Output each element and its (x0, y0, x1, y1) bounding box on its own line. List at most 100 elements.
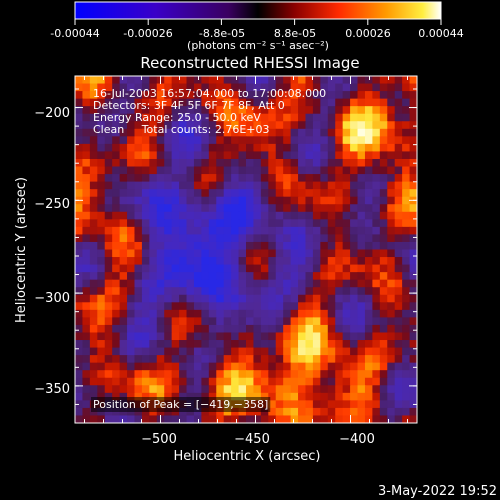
heatmap-cell (379, 76, 388, 85)
heatmap-cell (402, 324, 411, 334)
heatmap-cell (193, 106, 202, 115)
heatmap-cell (246, 347, 255, 356)
heatmap-cell (97, 143, 106, 153)
heatmap-cell (379, 400, 388, 409)
heatmap-cell (364, 272, 373, 281)
heatmap-cell (186, 287, 195, 296)
heatmap-cell (104, 211, 113, 220)
heatmap-cell (82, 415, 91, 423)
heatmap-cell (149, 76, 158, 85)
heatmap-cell (246, 151, 255, 160)
heatmap-cell (141, 355, 150, 364)
heatmap-cell (82, 309, 91, 318)
heatmap-cell (260, 392, 269, 401)
heatmap-cell (335, 355, 344, 364)
heatmap-cell (238, 309, 247, 318)
heatmap-cell (298, 407, 307, 417)
heatmap-cell (134, 136, 143, 145)
heatmap-cell (112, 113, 121, 122)
heatmap-cell (283, 340, 292, 349)
heatmap-cell (246, 76, 255, 85)
heatmap-cell (82, 151, 91, 160)
heatmap-cell (164, 264, 173, 273)
heatmap-cell (290, 106, 299, 115)
heatmap-cell (179, 257, 188, 266)
heatmap-cell (350, 332, 359, 341)
heatmap-cell (231, 234, 240, 243)
heatmap-cell (268, 219, 277, 228)
heatmap-cell (127, 121, 136, 130)
heatmap-cell (164, 98, 173, 107)
heatmap-cell (201, 362, 210, 371)
heatmap-cell (97, 309, 106, 318)
heatmap-cell (156, 158, 165, 168)
heatmap-cell (327, 181, 336, 190)
heatmap-cell (364, 136, 373, 145)
heatmap-cell (141, 302, 150, 311)
heatmap-cell (127, 113, 136, 122)
heatmap-cell (394, 407, 403, 417)
heatmap-cell (149, 174, 158, 183)
heatmap-cell (97, 151, 106, 160)
heatmap-cell (171, 234, 180, 243)
heatmap-cell (320, 158, 329, 168)
heatmap-cell (75, 219, 84, 228)
heatmap-cell (223, 136, 232, 145)
heatmap-cell (97, 181, 106, 190)
heatmap-cell (119, 196, 128, 205)
heatmap-cell (97, 128, 106, 137)
heatmap-cell (305, 415, 314, 423)
heatmap-cell (193, 219, 202, 228)
heatmap-cell (216, 257, 225, 266)
heatmap-cell (208, 76, 217, 85)
heatmap-cell (119, 264, 128, 273)
heatmap-cell (402, 136, 411, 145)
heatmap-cell (186, 362, 195, 371)
y-axis-label: Heliocentric Y (arcsec) (14, 177, 29, 323)
heatmap-cell (119, 211, 128, 220)
heatmap-cell (171, 309, 180, 318)
heatmap-cell (119, 377, 128, 386)
heatmap-cell (290, 151, 299, 160)
heatmap-cell (112, 158, 121, 168)
heatmap-cell (171, 204, 180, 213)
heatmap-cell (394, 83, 403, 92)
heatmap-cell (127, 241, 136, 251)
heatmap-cell (402, 272, 411, 281)
heatmap-cell (179, 83, 188, 92)
heatmap-cell (208, 347, 217, 356)
heatmap-cell (290, 287, 299, 296)
heatmap-cell (104, 287, 113, 296)
heatmap-cell (372, 158, 381, 168)
heatmap-cell (394, 287, 403, 296)
heatmap-cell (89, 143, 98, 153)
heatmap-cell (364, 211, 373, 220)
heatmap-cell (350, 309, 359, 318)
heatmap-cell (141, 370, 150, 379)
heatmap-cell (320, 98, 329, 107)
heatmap-cell (320, 317, 329, 326)
heatmap-cell (379, 355, 388, 364)
heatmap-cell (223, 385, 232, 394)
heatmap-cell (193, 143, 202, 153)
heatmap-cell (201, 143, 210, 153)
heatmap-cell (208, 241, 217, 251)
heatmap-cell (179, 166, 188, 175)
heatmap-cell (312, 113, 321, 122)
heatmap-cell (223, 166, 232, 175)
heatmap-cell (357, 128, 366, 137)
heatmap-cell (231, 166, 240, 175)
heatmap-cell (312, 355, 321, 364)
heatmap-cell (320, 106, 329, 115)
heatmap-cell (97, 272, 106, 281)
heatmap-cell (104, 302, 113, 311)
heatmap-cell (119, 309, 128, 318)
heatmap-cell (141, 340, 150, 349)
heatmap-cell (335, 400, 344, 409)
heatmap-cell (409, 234, 417, 243)
heatmap-cell (364, 189, 373, 198)
heatmap-cell (364, 106, 373, 115)
heatmap-cell (327, 264, 336, 273)
heatmap-cell (379, 91, 388, 100)
heatmap-cell (253, 121, 262, 130)
